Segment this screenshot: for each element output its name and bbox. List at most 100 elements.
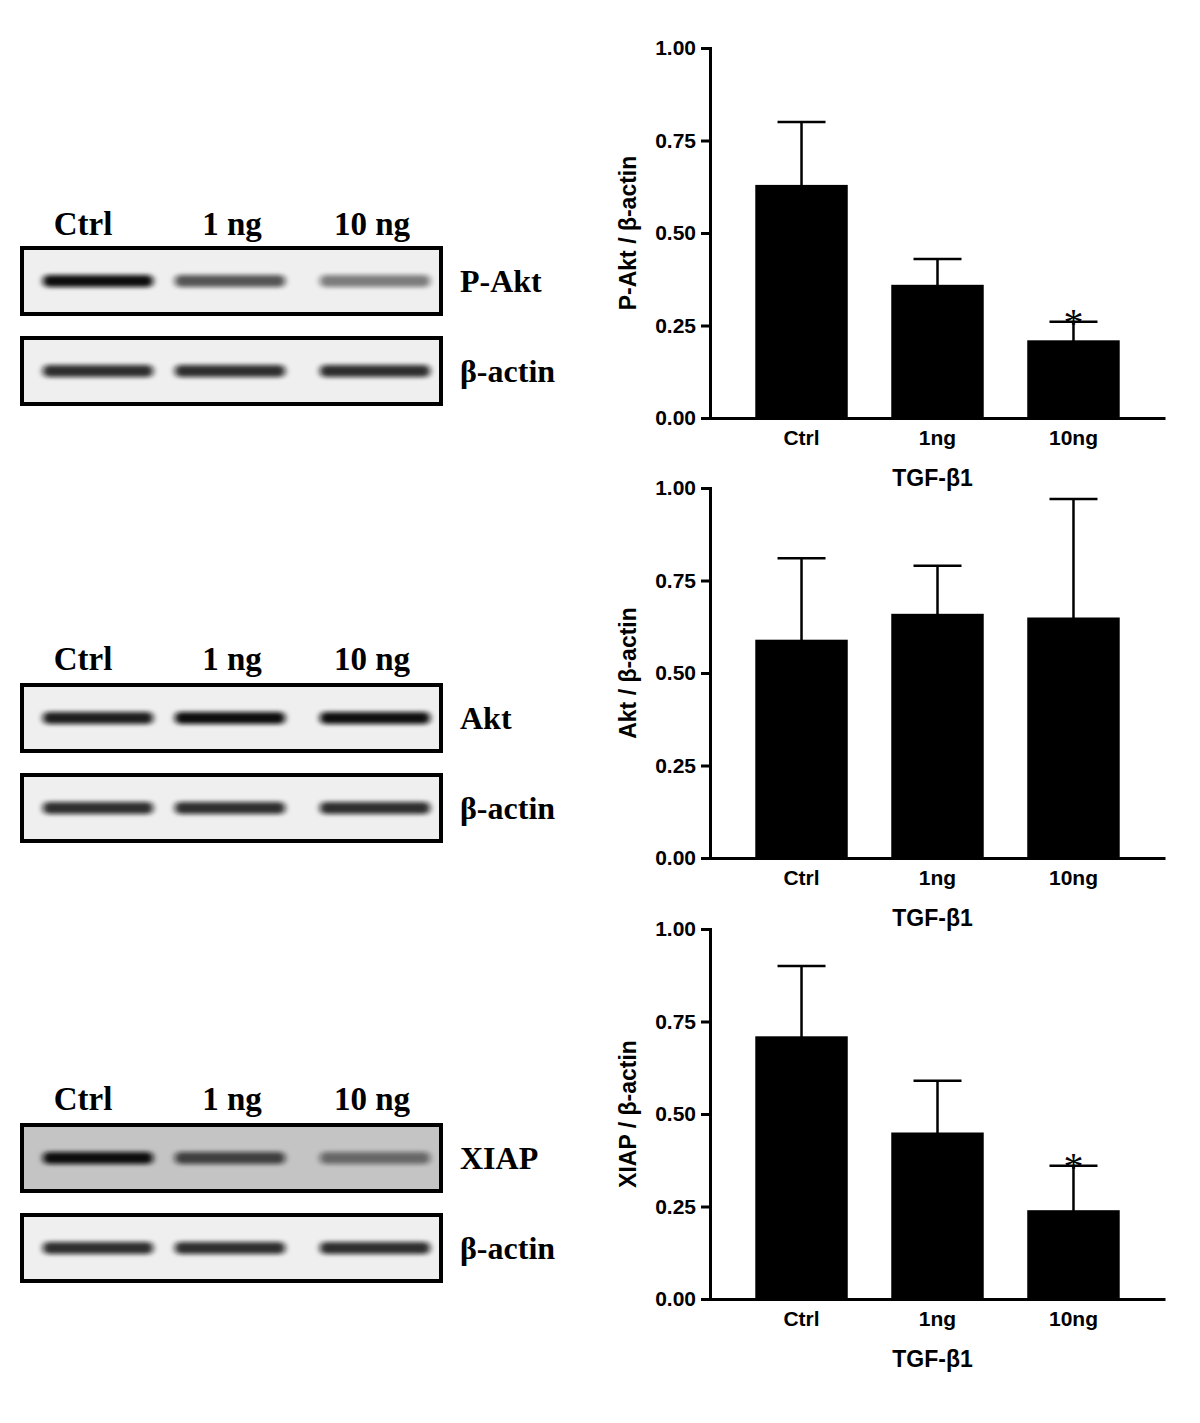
blot-frame xyxy=(22,775,441,841)
blot-band xyxy=(320,365,430,377)
blot-panel: Ctrl1 ng10 ngP-Aktβ-actin xyxy=(22,206,555,404)
y-axis-title: XIAP / β-actin xyxy=(615,1040,641,1188)
y-tick-mark xyxy=(701,857,710,860)
x-tick: 10ng xyxy=(1049,858,1098,889)
error-cap xyxy=(914,1079,962,1082)
blot-band xyxy=(175,275,285,287)
blot-frame xyxy=(22,248,441,314)
y-tick: 0.75 xyxy=(655,129,710,152)
y-tick-mark xyxy=(701,1021,710,1024)
y-tick-mark xyxy=(701,672,710,675)
y-tick-label: 0.25 xyxy=(655,754,696,777)
x-tick-label: Ctrl xyxy=(783,866,819,889)
error-stem xyxy=(800,966,803,1107)
y-tick-label: 1.00 xyxy=(655,476,696,499)
y-axis: 0.00 0.25 0.50 0.75 1.00 xyxy=(655,917,710,1310)
x-tick: Ctrl xyxy=(783,1299,819,1330)
y-tick: 0.00 xyxy=(655,406,710,429)
blot-band xyxy=(320,1242,430,1254)
y-tick: 0.00 xyxy=(655,846,710,869)
error-cap xyxy=(778,121,826,124)
error-cap xyxy=(914,258,962,261)
blot-frame xyxy=(22,1125,441,1191)
x-axis: Ctrl1ng10ng xyxy=(711,418,1166,449)
y-tick-mark xyxy=(701,928,710,931)
plot-area xyxy=(755,499,1119,858)
lane-label: Ctrl xyxy=(54,1081,113,1117)
blot-band xyxy=(175,802,285,814)
lane-label: 10 ng xyxy=(334,206,411,242)
blot-band xyxy=(43,1242,153,1254)
y-tick: 1.00 xyxy=(655,36,710,59)
x-axis-title: TGF-β1 xyxy=(892,1346,973,1372)
y-axis-line xyxy=(701,49,711,419)
y-axis: 0.00 0.25 0.50 0.75 1.00 xyxy=(655,476,710,869)
blot-band xyxy=(175,712,285,724)
y-tick-mark xyxy=(701,325,710,328)
x-tick: 10ng xyxy=(1049,418,1098,449)
y-tick-mark xyxy=(701,580,710,583)
y-tick: 0.25 xyxy=(655,314,710,337)
y-tick: 0.75 xyxy=(655,1010,710,1033)
blot-band xyxy=(175,1152,285,1164)
row-label: β-actin xyxy=(460,1230,555,1266)
blot-band xyxy=(43,1152,153,1164)
x-tick: 10ng xyxy=(1049,1299,1098,1330)
lane-label: Ctrl xyxy=(54,206,113,242)
y-tick-label: 1.00 xyxy=(655,36,696,59)
x-tick-label: 1ng xyxy=(919,1307,956,1330)
blot-band xyxy=(320,1152,430,1164)
x-axis-title: TGF-β1 xyxy=(892,905,973,931)
y-axis-title: P-Akt / β-actin xyxy=(615,156,641,311)
y-tick-label: 0.75 xyxy=(655,569,696,592)
x-tick-label: 10ng xyxy=(1049,1307,1098,1330)
lane-label: 10 ng xyxy=(334,641,411,677)
lane-label: 1 ng xyxy=(202,206,262,242)
error-stem xyxy=(1072,499,1075,736)
y-tick-mark xyxy=(701,487,710,490)
y-axis: 0.00 0.25 0.50 0.75 1.00 xyxy=(655,36,710,429)
x-axis: Ctrl 1ng 10ng xyxy=(711,858,1166,889)
lane-label: Ctrl xyxy=(54,641,113,677)
figure: Ctrl1 ng10 ngP-Aktβ-actinCtrl1 ng10 ngAk… xyxy=(0,0,1200,1423)
x-tick: 1ng xyxy=(919,418,956,449)
y-tick: 0.25 xyxy=(655,1195,710,1218)
y-tick: 0.50 xyxy=(655,1102,710,1125)
y-tick: 1.00 xyxy=(655,476,710,499)
error-bar xyxy=(778,558,826,721)
blot-band xyxy=(43,802,153,814)
y-tick-mark xyxy=(701,1206,710,1209)
plot-area xyxy=(755,122,1119,418)
error-stem xyxy=(800,122,803,248)
error-bar xyxy=(914,259,962,311)
y-tick: 0.00 xyxy=(655,1287,710,1310)
y-tick-mark xyxy=(701,417,710,420)
plot-area xyxy=(755,966,1119,1299)
x-tick: Ctrl xyxy=(783,858,819,889)
x-tick-label: 1ng xyxy=(919,866,956,889)
lane-label: 1 ng xyxy=(202,1081,262,1117)
row-label: β-actin xyxy=(460,790,555,826)
x-tick-label: 10ng xyxy=(1049,426,1098,449)
error-cap xyxy=(1049,498,1097,501)
y-tick: 0.75 xyxy=(655,569,710,592)
error-bar xyxy=(1049,499,1097,736)
blot-band xyxy=(175,1242,285,1254)
y-tick-mark xyxy=(701,1113,710,1116)
bar-chart: 0.00 0.25 0.50 0.75 1.00 Ctrl 1ng 10ng TGF-β1 XIA… xyxy=(615,917,1166,1372)
row-label: XIAP xyxy=(460,1140,538,1176)
blot-frame xyxy=(22,338,441,404)
error-cap xyxy=(778,557,826,560)
y-tick-label: 1.00 xyxy=(655,917,696,940)
y-tick: 0.50 xyxy=(655,221,710,244)
blot-frame xyxy=(22,1215,441,1281)
y-tick-mark xyxy=(701,47,710,50)
y-tick-label: 0.00 xyxy=(655,406,696,429)
y-tick: 0.50 xyxy=(655,661,710,684)
error-bar xyxy=(914,566,962,662)
y-tick-label: 0.25 xyxy=(655,1195,696,1218)
y-tick: 0.25 xyxy=(655,754,710,777)
x-tick-label: 1ng xyxy=(919,426,956,449)
error-stem xyxy=(936,566,939,662)
error-stem xyxy=(936,1081,939,1185)
